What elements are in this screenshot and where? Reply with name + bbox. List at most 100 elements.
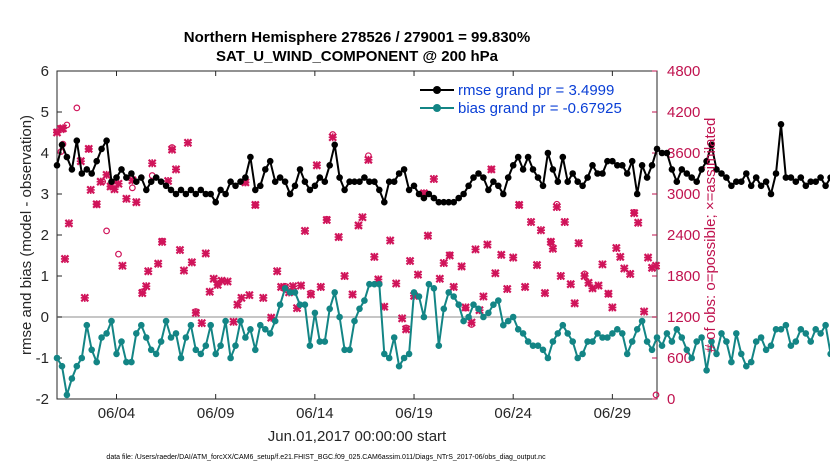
bias-point	[281, 285, 289, 292]
right-tick-label: 2400	[667, 227, 700, 244]
rmse-point	[410, 182, 418, 190]
rmse-point	[78, 170, 86, 177]
legend: rmse grand pr = 3.4999 bias grand pr = -…	[420, 82, 622, 117]
bias-point	[78, 354, 86, 362]
obs-possible-point	[93, 200, 101, 208]
bias-point	[381, 350, 388, 358]
right-tick-label: 0	[667, 391, 675, 408]
rmse-point	[743, 170, 750, 177]
rmse-point	[326, 162, 334, 169]
rmse-point	[594, 170, 601, 177]
rmse-point	[301, 178, 309, 185]
bias-point	[257, 321, 264, 329]
rmse-point	[698, 166, 705, 173]
rmse-point	[242, 174, 249, 181]
rmse-point	[757, 182, 765, 190]
bias-point	[708, 338, 715, 345]
rmse-point	[291, 182, 299, 190]
bias-point	[351, 317, 358, 325]
bias-point	[192, 346, 200, 354]
left-tick-label: 5	[41, 104, 49, 121]
rmse-point	[331, 141, 339, 149]
bias-point	[217, 342, 224, 350]
obs-assimilated-point	[526, 217, 536, 227]
obs-assimilated-point	[334, 232, 343, 242]
bias-point	[326, 305, 334, 313]
rmse-point	[128, 170, 135, 177]
bias-point	[371, 280, 378, 288]
rmse-point	[192, 190, 200, 198]
bias-point	[797, 326, 805, 333]
rmse-point	[643, 174, 651, 181]
bias-point	[266, 330, 274, 337]
bias-point	[723, 338, 730, 345]
rmse-point	[366, 178, 373, 185]
rmse-point	[544, 149, 552, 157]
obs-possible-point	[630, 209, 638, 216]
obs-possible-point	[128, 184, 136, 192]
rmse-point	[93, 157, 100, 165]
bias-point	[98, 334, 105, 341]
obs-assimilated-point	[651, 261, 661, 271]
x-axis-label: Jun.01,2017 00:00:00 start	[268, 428, 447, 445]
legend-rmse-label: rmse grand pr = 3.4999	[458, 82, 614, 99]
obs-assimilated-point	[348, 290, 357, 299]
bias-point	[569, 338, 576, 345]
bias-point	[420, 313, 428, 321]
obs-assimilated-point	[502, 284, 512, 294]
rmse-point	[584, 174, 591, 181]
bias-point	[242, 334, 249, 341]
rmse-point	[609, 157, 616, 165]
bias-point	[227, 354, 234, 362]
rmse-point	[420, 194, 428, 202]
data-file-footnote: data file: /Users/raeder/DAI/ATM_forcXX/…	[106, 454, 546, 461]
bias-point	[658, 342, 666, 350]
rmse-point	[381, 198, 388, 206]
obs-assimilated-point	[183, 138, 193, 148]
rmse-point	[182, 190, 190, 198]
right-axis-ticks: 0 600 1200 1800 2400 3000 3600 4200 4800	[652, 63, 700, 408]
rmse-point	[133, 178, 140, 185]
bias-point	[172, 330, 180, 337]
obs-possible-point	[652, 391, 660, 399]
obs-assimilated-point	[560, 217, 570, 227]
obs-assimilated-point	[391, 279, 401, 288]
bias-point	[291, 289, 299, 296]
rmse-point	[157, 178, 165, 185]
bias-point	[73, 362, 81, 370]
bias-point	[123, 358, 130, 366]
obs-assimilated-point	[457, 262, 466, 271]
rmse-point	[390, 178, 398, 185]
bias-point	[197, 350, 205, 358]
legend-bias-marker	[433, 104, 441, 112]
obs-assimilated-point	[435, 274, 445, 284]
obs-assimilated-point	[616, 252, 625, 262]
rmse-point	[619, 162, 626, 169]
bias-point	[331, 289, 339, 296]
rmse-point	[559, 153, 567, 161]
rmse-point	[554, 178, 562, 185]
rmse-point	[490, 178, 497, 185]
bias-point	[693, 338, 700, 345]
bias-point	[752, 338, 760, 345]
obs-possible-point	[85, 145, 93, 153]
obs-possible-point	[446, 251, 454, 259]
rmse-point	[480, 174, 487, 181]
obs-assimilated-point	[405, 256, 415, 266]
bias-point	[68, 375, 76, 382]
rmse-point	[162, 182, 170, 190]
rmse-point	[296, 166, 304, 173]
right-tick-label: 1800	[667, 268, 700, 285]
obs-assimilated-point	[201, 249, 211, 258]
rmse-point	[812, 178, 819, 185]
bias-point	[713, 350, 720, 358]
obs-assimilated-point	[594, 281, 603, 290]
rmse-point	[658, 149, 666, 157]
bias-point	[574, 354, 581, 362]
rmse-point	[430, 194, 438, 202]
rmse-point	[500, 190, 507, 198]
rmse-point	[167, 186, 175, 194]
obs-possible-point	[158, 237, 166, 245]
rmse-point	[415, 190, 423, 198]
rmse-point	[217, 186, 224, 194]
